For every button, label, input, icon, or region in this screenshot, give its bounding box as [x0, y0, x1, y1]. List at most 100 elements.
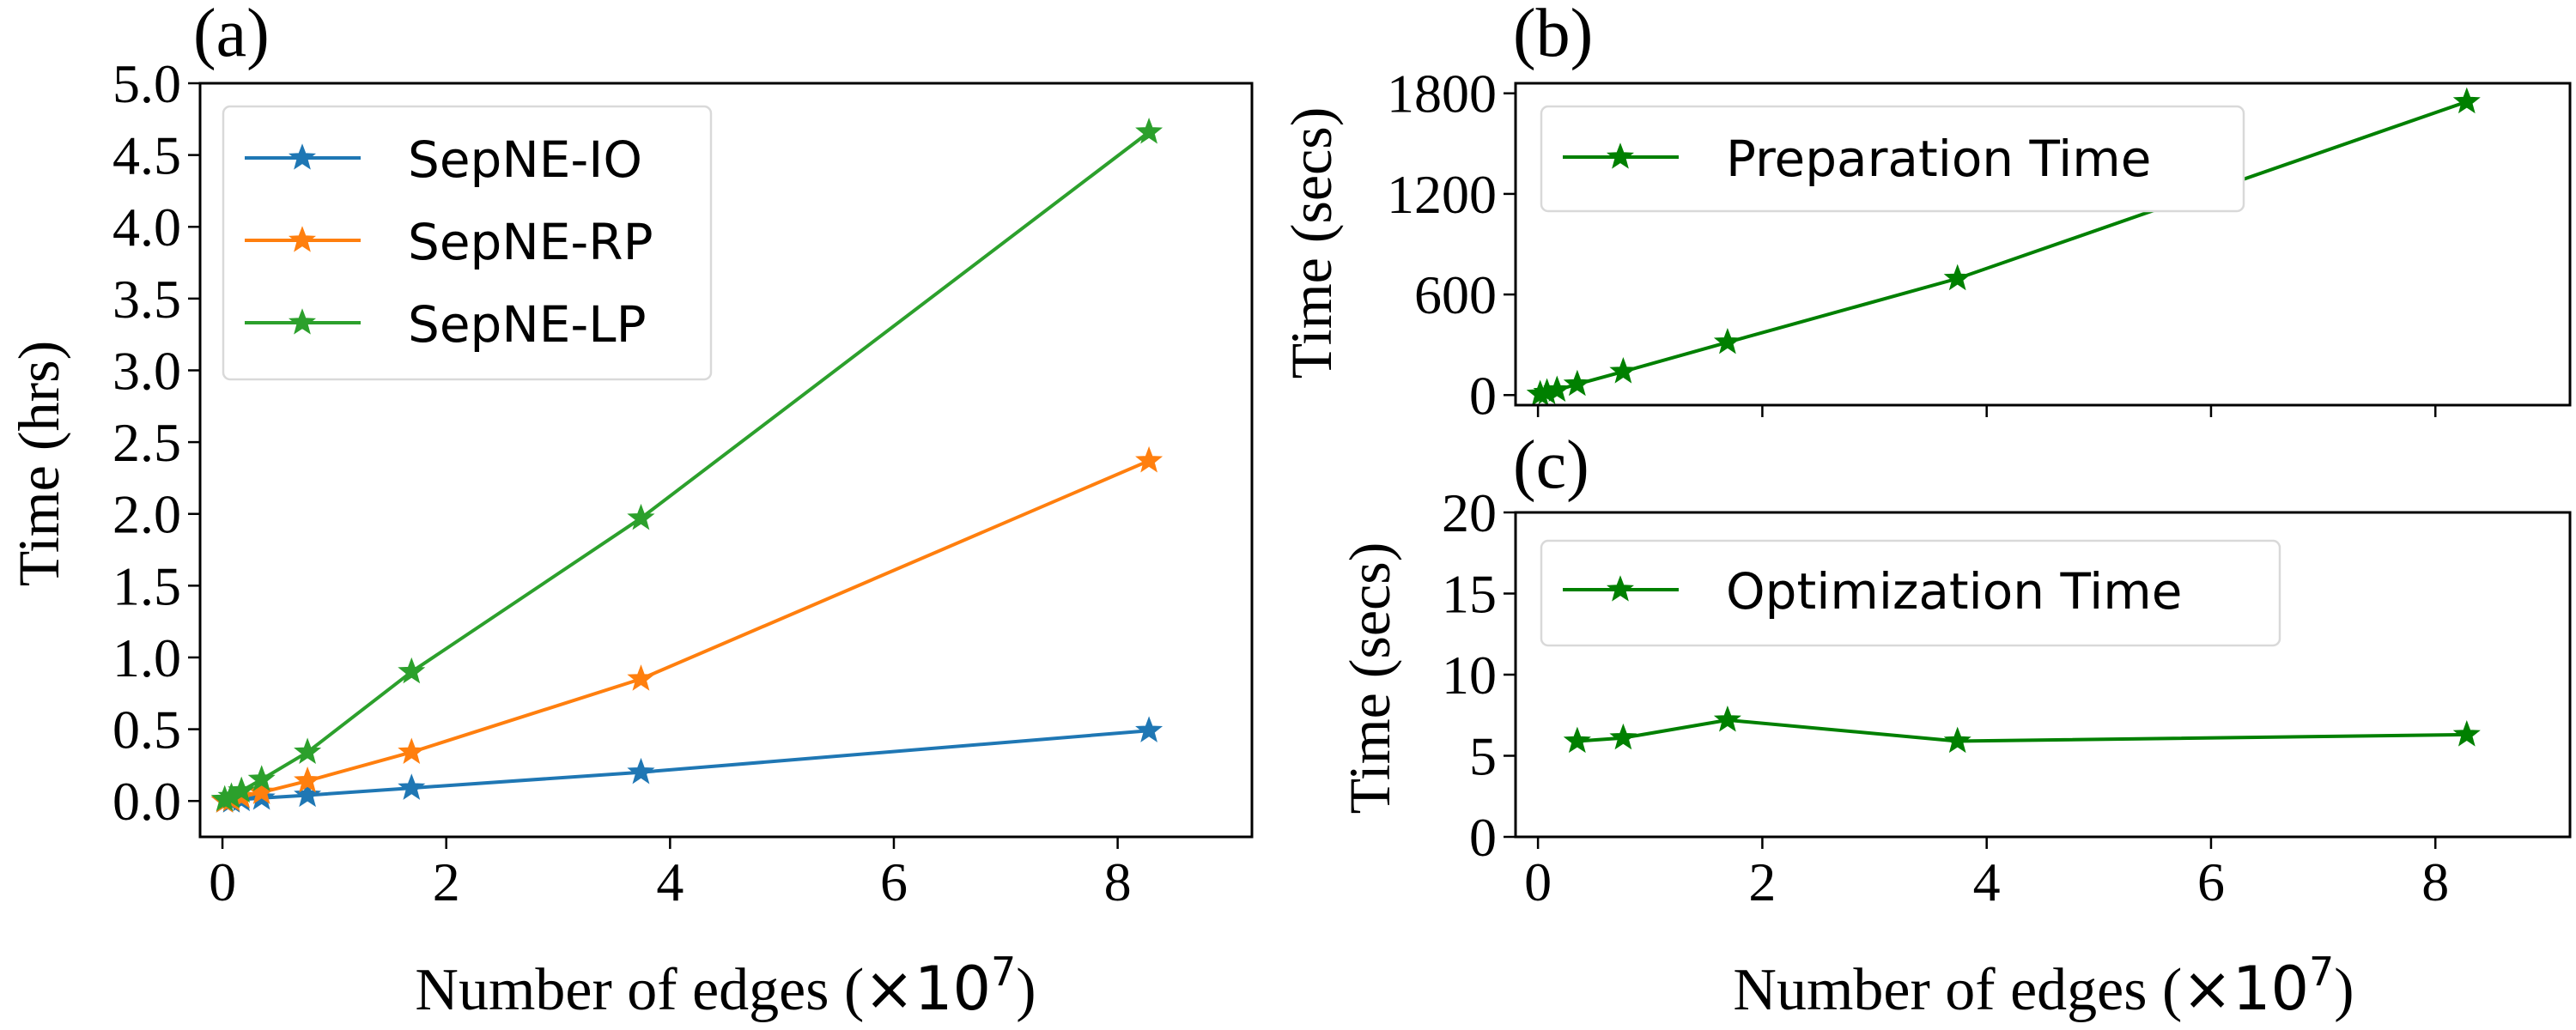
data-point-sepne-io-6	[627, 757, 655, 785]
y-axis-label-c: Time (secs)	[1337, 542, 1402, 815]
data-point-sepne-rp-3	[247, 778, 276, 804]
data-point-sepne-rp-5	[398, 737, 426, 765]
legend-marker-optimization-time	[1606, 575, 1635, 602]
data-point-sepne-rp-7	[1135, 445, 1163, 473]
y-tick-label-a-4: 2.0	[112, 484, 181, 545]
y-tick-label-a-2: 1.0	[112, 627, 181, 688]
x-axis-label-c-suffix: )	[2334, 957, 2354, 1023]
y-tick-label-c-0: 0	[1469, 807, 1497, 868]
y-tick-label-a-10: 5.0	[112, 53, 181, 114]
x-axis-label-a-prefix: Number of edges (	[415, 957, 864, 1023]
legend-c-box	[1540, 539, 2281, 647]
y-tick-label-a-8: 4.0	[112, 197, 181, 258]
data-point-sepne-lp-5	[398, 657, 426, 684]
data-point-preparation-time-2	[1543, 375, 1571, 402]
y-tick-label-b-0: 0	[1469, 365, 1497, 426]
ticks-b: 0 600 1200 1800	[1387, 64, 2437, 426]
y-tick-label-a-9: 4.5	[112, 125, 181, 186]
axes-frame-c	[1514, 511, 2572, 839]
series-a	[210, 118, 1163, 813]
x-tick-label-c-4: 8	[2421, 851, 2449, 912]
data-point-sepne-rp-6	[627, 664, 655, 691]
panel-label-c: (c)	[1513, 427, 1589, 503]
legend-item-preparation-time: Preparation Time	[1563, 130, 2151, 188]
legend-marker-sepne-lp	[288, 308, 317, 335]
series-line-optimization-time	[1577, 718, 2467, 743]
x-axis-label-c-exponent: 7	[2309, 948, 2334, 995]
y-tick-label-b-3: 1800	[1387, 64, 1497, 124]
data-point-optimization-time-1	[1609, 723, 1637, 750]
y-axis-label-b: Time (secs)	[1279, 107, 1344, 379]
chart-panel-a: (a) Time (hrs) Number of edges (×107) 0 2…	[6, 0, 1254, 1024]
data-point-preparation-time-3	[1563, 369, 1591, 397]
data-point-optimization-time-2	[1713, 706, 1741, 732]
x-tick-label-c-2: 4	[1973, 851, 2001, 912]
y-tick-label-a-3: 1.5	[112, 555, 181, 616]
y-tick-label-b-2: 1200	[1387, 164, 1497, 225]
legend-marker-sepne-io	[288, 143, 317, 170]
legend-marker-sepne-rp	[288, 226, 317, 252]
y-tick-label-c-1: 5	[1469, 726, 1497, 787]
x-tick-label-a-3: 6	[880, 851, 908, 912]
data-point-optimization-time-4	[2452, 720, 2481, 747]
series-line-sepne-rp	[224, 458, 1150, 803]
legend-marker-preparation-time	[1606, 142, 1635, 169]
legend-item-sepne-lp: SepNE-LP	[245, 295, 647, 354]
chart-panel-b: (b) Time (secs) 0 600 1200 1800 Preparation…	[1279, 0, 2572, 426]
data-point-sepne-lp-7	[1135, 118, 1163, 144]
panel-label-b: (b)	[1513, 0, 1593, 71]
x-tick-label-c-3: 6	[2197, 851, 2225, 912]
y-tick-label-c-2: 10	[1442, 645, 1497, 706]
data-point-preparation-time-7	[2452, 87, 2481, 114]
x-axis-label-c-prefix: Number of edges (	[1733, 957, 2182, 1023]
data-point-preparation-time-5	[1713, 327, 1741, 354]
data-point-optimization-time-0	[1563, 726, 1591, 754]
x-axis-label-c: Number of edges (×107)	[1733, 948, 2354, 1024]
y-tick-label-a-5: 2.5	[112, 412, 181, 473]
legend-c: Optimization Time	[1540, 539, 2281, 647]
x-tick-label-c-0: 0	[1524, 851, 1552, 912]
legend-b: Preparation Time	[1540, 105, 2245, 213]
y-tick-label-a-0: 0.0	[112, 771, 181, 832]
x-axis-label-c-multiplier: ×10	[2182, 954, 2309, 1024]
x-tick-label-a-4: 8	[1104, 851, 1132, 912]
legend-label-sepne-io: SepNE-IO	[408, 130, 642, 189]
data-point-sepne-rp-4	[294, 766, 322, 793]
data-point-sepne-lp-3	[247, 765, 276, 791]
x-axis-label-a-exponent: 7	[991, 948, 1016, 995]
legend-a: SepNE-IO SepNE-RP SepNE-LP	[222, 105, 713, 381]
ticks-c: 0 2 4 6 8 0 5 10 15 20	[1442, 482, 2449, 912]
data-point-preparation-time-4	[1609, 357, 1637, 384]
legend-a-box	[222, 105, 713, 381]
axes-frame-b	[1514, 82, 2572, 407]
legend-b-box	[1540, 105, 2245, 213]
x-tick-label-a-1: 2	[433, 851, 460, 912]
ticks-a: 0 2 4 6 8 0.0 0.5 1.0 1.5 2.0 2.5 3.0 3.5 4.0 4.5 5.0	[112, 53, 1132, 912]
series-b	[1526, 87, 2481, 406]
data-point-preparation-time-6	[1943, 264, 1971, 291]
legend-label-preparation-time: Preparation Time	[1726, 130, 2151, 188]
legend-item-optimization-time: Optimization Time	[1563, 562, 2182, 621]
x-axis-label-a-suffix: )	[1016, 957, 1036, 1023]
legend-item-sepne-rp: SepNE-RP	[245, 213, 653, 271]
legend-label-sepne-rp: SepNE-RP	[408, 213, 653, 271]
data-point-sepne-lp-6	[627, 503, 655, 530]
y-tick-label-a-6: 3.0	[112, 340, 181, 401]
chart-panel-c: (c) Time (secs) Number of edges (×107) 0…	[1337, 427, 2572, 1024]
data-point-sepne-lp-4	[294, 737, 322, 765]
x-axis-label-a: Number of edges (×107)	[415, 948, 1036, 1024]
legend-label-optimization-time: Optimization Time	[1726, 562, 2182, 621]
y-tick-label-c-3: 15	[1442, 564, 1497, 625]
y-tick-label-a-7: 3.5	[112, 269, 181, 330]
y-tick-label-b-1: 600	[1414, 264, 1497, 325]
panel-label-a: (a)	[193, 0, 270, 71]
axes-frame-a	[198, 82, 1254, 839]
x-axis-label-a-multiplier: ×10	[864, 954, 991, 1024]
y-tick-label-a-1: 0.5	[112, 700, 181, 760]
y-axis-label-a: Time (hrs)	[6, 341, 71, 587]
legend-label-sepne-lp: SepNE-LP	[408, 295, 647, 354]
x-tick-label-a-0: 0	[209, 851, 236, 912]
data-point-sepne-io-4	[294, 780, 322, 808]
x-tick-label-c-1: 2	[1748, 851, 1776, 912]
